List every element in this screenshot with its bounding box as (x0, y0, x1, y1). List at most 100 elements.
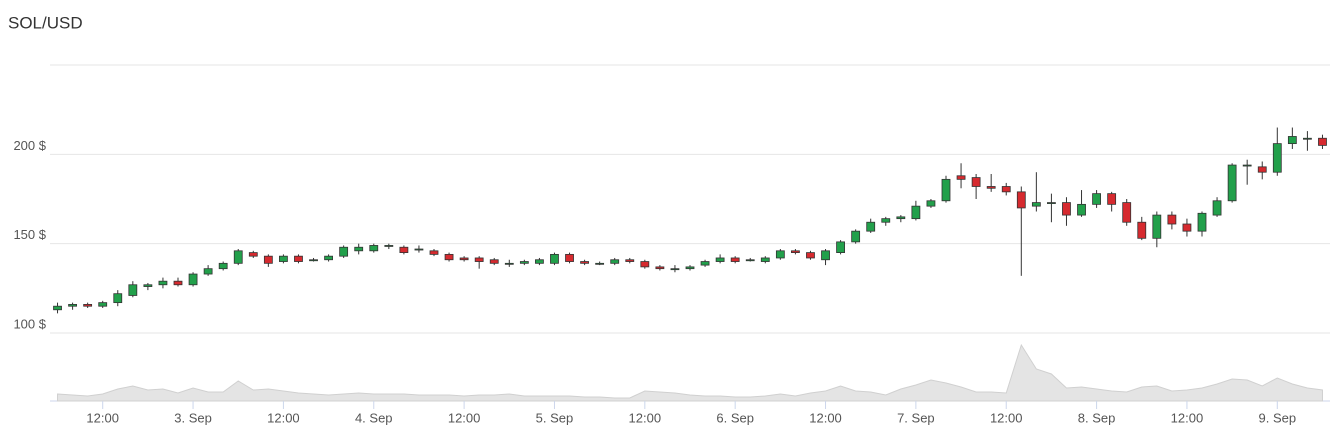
candle-body (354, 246, 364, 252)
candle-body (399, 246, 409, 254)
candle-body (956, 175, 966, 180)
x-tick-label: 12:00 (990, 410, 1023, 425)
candle-body (1242, 164, 1252, 167)
x-tick-label: 9. Sep (1258, 410, 1296, 425)
candle-body (173, 280, 183, 286)
candle-body (655, 266, 665, 270)
candle-body (1272, 143, 1282, 173)
candle-body (474, 257, 484, 262)
candle-body (309, 259, 318, 262)
x-tick-label: 5. Sep (536, 410, 574, 425)
candle-body (971, 177, 981, 187)
candle-body (580, 261, 589, 264)
candle-body (1318, 137, 1327, 146)
candle-body (339, 246, 349, 257)
candle-body (610, 259, 620, 264)
candle-body (218, 262, 228, 270)
x-tick-label: 12:00 (86, 410, 119, 425)
candle-body (896, 216, 906, 220)
y-tick-label: 200 $ (13, 138, 46, 153)
candle-body (203, 268, 213, 275)
x-tick-label: 7. Sep (897, 410, 935, 425)
candle-body (459, 257, 469, 261)
x-tick-label: 6. Sep (716, 410, 754, 425)
candle-body (836, 241, 845, 254)
candle-body (1212, 200, 1222, 216)
candle-body (1107, 193, 1117, 205)
candle-body (248, 252, 258, 257)
candle-body (68, 304, 77, 307)
candle-body (926, 200, 936, 207)
candle-body (1016, 191, 1026, 209)
candle-body (143, 284, 153, 287)
candle-body (384, 245, 394, 247)
candle-body (730, 257, 740, 262)
candle-body (489, 259, 499, 264)
candle-body (941, 178, 951, 202)
candle-body (294, 255, 303, 262)
candle-body (595, 262, 605, 265)
candle-body (1197, 212, 1207, 232)
candle-body (98, 302, 108, 307)
candle-body (53, 305, 62, 311)
candle-body (233, 250, 243, 264)
x-tick-label: 3. Sep (174, 410, 212, 425)
candle-body (113, 293, 123, 304)
candle-body (1077, 203, 1086, 216)
candle-body (866, 221, 876, 232)
y-tick-label: 150 $ (13, 227, 46, 242)
x-tick-label: 12:00 (629, 410, 662, 425)
candle-body (685, 266, 695, 270)
candle-body (745, 259, 755, 262)
candle-body (791, 250, 800, 254)
candle-body (911, 205, 921, 220)
candle-body (519, 261, 529, 264)
x-tick-label: 12:00 (267, 410, 300, 425)
candle-body (83, 304, 93, 307)
candle-body (1303, 137, 1312, 140)
candle-body (625, 259, 635, 262)
candle-body (263, 255, 273, 264)
candle-body (986, 186, 996, 189)
candle-body (1287, 136, 1297, 145)
candle-body (550, 253, 559, 264)
candle-body (369, 245, 379, 252)
candle-body (1137, 221, 1147, 239)
candle-body (1182, 223, 1192, 232)
x-tick-label: 8. Sep (1078, 410, 1116, 425)
x-tick-label: 12:00 (809, 410, 842, 425)
candle-body (429, 250, 439, 255)
candle-body (851, 230, 861, 243)
candle-body (1257, 166, 1267, 173)
x-tick-label: 12:00 (1171, 410, 1204, 425)
x-tick-label: 4. Sep (355, 410, 393, 425)
candle-body (128, 284, 138, 296)
candle-body (821, 250, 830, 261)
candle-body (444, 253, 454, 261)
candle-body (1092, 193, 1101, 205)
candle-body (715, 257, 725, 262)
candle-body (324, 255, 333, 261)
candle-body (1152, 214, 1162, 239)
candle-body (760, 257, 770, 262)
candle-body (1031, 202, 1041, 207)
candle-body (565, 253, 574, 262)
candle-body (1062, 202, 1071, 216)
candle-body (1047, 202, 1056, 204)
candle-body (806, 252, 815, 259)
candle-body (881, 218, 891, 223)
candle-body (775, 250, 785, 259)
candle-body (535, 259, 544, 264)
candle-body (188, 273, 198, 286)
candle-body (279, 255, 288, 262)
candle-body (504, 262, 514, 265)
volume-area (57, 343, 1323, 402)
candle-body (700, 261, 710, 266)
candle-body (1227, 164, 1237, 202)
candle-body (670, 268, 680, 271)
candle-body (1167, 214, 1177, 225)
candle-body (158, 280, 168, 286)
y-tick-label: 100 $ (13, 316, 46, 331)
